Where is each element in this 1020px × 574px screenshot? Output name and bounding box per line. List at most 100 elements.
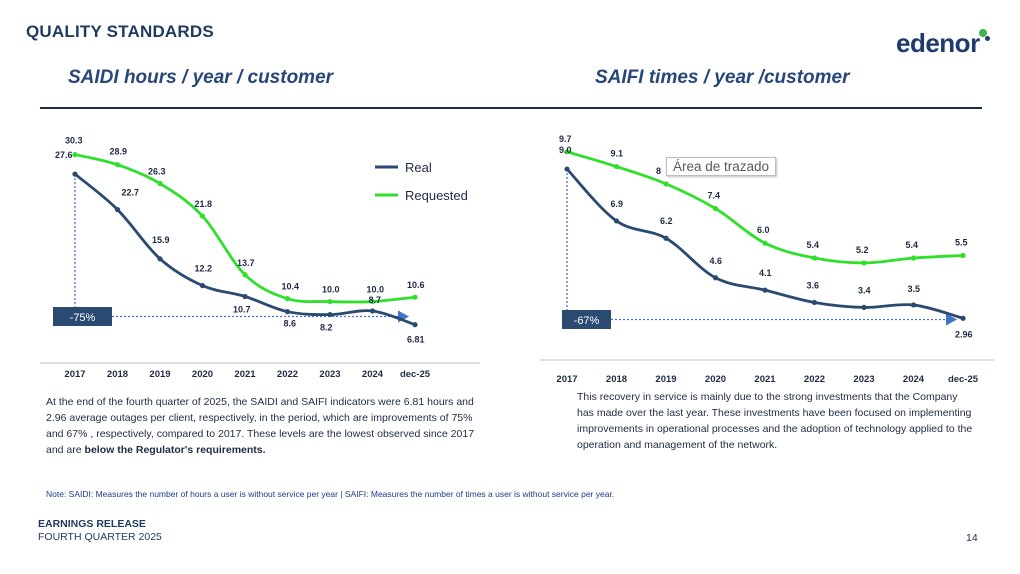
requested-data-label: 9.7 (559, 134, 572, 144)
saidi-chart: 2017 2018 2019 2020 2021 2022 2023 2024 dec-25 -7… (40, 136, 480, 380)
real-point (712, 275, 719, 281)
requested-point (663, 181, 669, 187)
requested-data-label: 10.0 (322, 285, 340, 295)
reduction-badge-label: -67% (574, 315, 600, 327)
real-point (613, 218, 620, 224)
x-tick-label: 2023 (853, 374, 874, 385)
requested-point (114, 162, 121, 168)
real-point (72, 171, 78, 177)
x-tick-label: 2019 (149, 369, 170, 380)
real-point (762, 287, 768, 293)
requested-point (412, 294, 418, 300)
x-tick-label: 2018 (606, 374, 627, 385)
requested-point (199, 213, 206, 219)
real-data-label: 2.96 (955, 329, 973, 339)
real-data-label: 8.7 (369, 295, 382, 305)
reduction-badge (562, 310, 611, 329)
requested-point (712, 205, 719, 212)
saifi-paragraph: This recovery in service is mainly due t… (577, 391, 973, 451)
real-point (960, 315, 966, 321)
real-point (327, 311, 333, 318)
reduction-badge-label: -75% (70, 312, 96, 324)
real-data-label: 8.6 (284, 319, 297, 329)
requested-data-label: 10.0 (367, 285, 385, 295)
requested-data-label: 6.0 (757, 225, 770, 235)
x-tick-label: 2024 (903, 374, 925, 385)
saifi-heading: SAIFI times / year /customer (595, 67, 850, 88)
footnote: Note: SAIDI: Measures the number of hour… (46, 489, 615, 499)
saifi-chart: 2017 2018 2019 2020 2021 2022 2023 2024 dec-25 -6… (540, 134, 995, 385)
requested-point (861, 260, 867, 266)
requested-data-label: 30.3 (65, 136, 83, 146)
x-tick-label: 2022 (804, 374, 825, 385)
requested-point (910, 255, 917, 261)
requested-data-label: 5.4 (906, 240, 919, 250)
footer-subtitle: FOURTH QUARTER 2025 (38, 531, 162, 543)
page-number: 14 (966, 532, 978, 544)
x-tick-label: 2019 (655, 374, 676, 385)
requested-data-label: 28.9 (110, 147, 128, 157)
requested-point (242, 272, 248, 278)
real-data-label: 15.9 (152, 235, 170, 245)
x-tick-label: 2020 (192, 369, 213, 380)
x-tick-label: 2024 (362, 369, 384, 380)
real-data-label: 10.7 (233, 304, 251, 314)
real-data-label: 12.2 (195, 264, 213, 274)
x-tick-label: 2021 (754, 374, 776, 385)
real-point (663, 235, 669, 241)
x-tick-label: 2018 (107, 369, 128, 380)
requested-point (564, 149, 570, 155)
real-point (861, 304, 867, 311)
real-data-label: 9.0 (559, 145, 572, 155)
saidi-paragraph-text: At the end of the fourth quarter of 2025… (46, 396, 475, 456)
requested-point (157, 180, 163, 187)
real-point (910, 302, 917, 308)
requested-data-label: 21.8 (195, 199, 213, 209)
requested-point (72, 151, 78, 158)
requested-point (762, 240, 768, 246)
saidi-heading: SAIDI hours / year / customer (68, 67, 334, 88)
real-data-label: 3.5 (908, 284, 921, 294)
requested-data-label: 13.7 (237, 258, 255, 268)
real-data-label: 8.2 (320, 323, 333, 333)
requested-data-label: 10.6 (407, 280, 425, 290)
real-point (114, 206, 121, 213)
x-tick-label: dec-25 (400, 369, 431, 380)
requested-point (369, 298, 376, 305)
real-data-label: 4.6 (710, 256, 723, 266)
saidi-paragraph: At the end of the fourth quarter of 2025… (46, 394, 476, 458)
plot-area-tooltip: Área de trazado (666, 157, 777, 176)
requested-data-label: 9.1 (611, 149, 624, 159)
real-point (199, 283, 206, 289)
real-point (157, 256, 163, 262)
real-data-label: 6.2 (660, 216, 673, 226)
requested-point (327, 298, 333, 305)
real-point (412, 322, 418, 328)
real-data-label: 3.4 (858, 285, 871, 295)
footer-title: EARNINGS RELEASE (38, 518, 146, 530)
legend-requested-label: Requested (405, 188, 468, 203)
real-data-label: 4.1 (759, 268, 772, 278)
header-divider (40, 107, 982, 109)
logo-dot-icon (985, 36, 990, 41)
real-data-label: 22.7 (122, 188, 140, 198)
real-point (284, 309, 291, 315)
real-point (564, 166, 570, 172)
requested-series-line (74, 153, 416, 304)
x-tick-label: 2020 (705, 374, 726, 385)
page-title: QUALITY STANDARDS (26, 22, 214, 41)
x-tick-label: 2017 (64, 369, 85, 380)
real-data-label: 27.6 (55, 150, 73, 160)
reduction-badge (53, 307, 112, 326)
x-tick-label: dec-25 (948, 374, 979, 385)
requested-point (960, 252, 966, 259)
requested-point (811, 255, 818, 261)
requested-point (613, 163, 620, 170)
x-tick-label: 2021 (234, 369, 256, 380)
real-point (811, 299, 818, 306)
saidi-paragraph-bold: below the Regulator's requirements. (84, 444, 266, 456)
requested-data-label: 10.4 (282, 282, 300, 292)
real-data-label: 6.9 (611, 199, 624, 209)
legend-real-label: Real (405, 160, 432, 175)
requested-data-label: 7.4 (708, 191, 721, 201)
